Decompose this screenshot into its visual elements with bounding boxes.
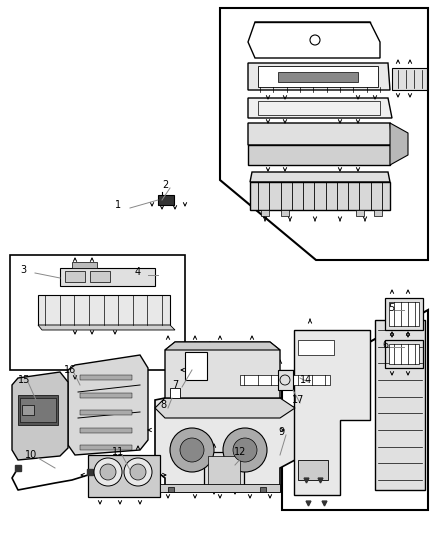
Polygon shape xyxy=(165,342,280,398)
Bar xyxy=(260,487,266,492)
Polygon shape xyxy=(248,98,392,118)
Text: 1: 1 xyxy=(115,200,121,210)
Bar xyxy=(80,375,132,380)
Bar xyxy=(80,445,132,450)
Polygon shape xyxy=(165,342,280,350)
Bar xyxy=(204,452,244,488)
Bar xyxy=(72,262,97,268)
Text: 15: 15 xyxy=(18,375,30,385)
Polygon shape xyxy=(248,123,392,145)
Bar xyxy=(80,392,132,398)
Bar xyxy=(88,455,160,497)
Bar xyxy=(389,344,419,364)
Circle shape xyxy=(100,464,116,480)
Bar xyxy=(240,375,330,385)
Text: 6: 6 xyxy=(382,340,388,350)
Polygon shape xyxy=(68,355,148,455)
Text: 11: 11 xyxy=(112,447,124,457)
Text: 16: 16 xyxy=(64,365,76,375)
Text: 9: 9 xyxy=(278,427,284,437)
Text: 2: 2 xyxy=(162,180,168,190)
Bar xyxy=(158,195,174,205)
Text: 12: 12 xyxy=(234,447,246,457)
Text: 4: 4 xyxy=(135,267,141,277)
Polygon shape xyxy=(250,172,390,182)
Polygon shape xyxy=(390,123,408,165)
Circle shape xyxy=(223,428,267,472)
Bar xyxy=(235,370,335,388)
Bar xyxy=(18,395,58,425)
Text: 8: 8 xyxy=(160,400,166,410)
Text: 7: 7 xyxy=(172,380,178,390)
Polygon shape xyxy=(248,22,380,58)
Polygon shape xyxy=(38,325,175,330)
Polygon shape xyxy=(248,63,390,90)
Bar xyxy=(298,340,334,355)
Bar xyxy=(20,398,56,422)
Circle shape xyxy=(124,458,152,486)
Polygon shape xyxy=(294,330,370,495)
Polygon shape xyxy=(155,398,295,492)
Bar xyxy=(392,68,427,90)
Bar xyxy=(10,255,185,370)
Text: 3: 3 xyxy=(20,265,26,275)
Circle shape xyxy=(170,428,214,472)
Bar xyxy=(208,456,240,484)
Polygon shape xyxy=(335,370,345,392)
Bar xyxy=(385,340,423,368)
Circle shape xyxy=(130,464,146,480)
Circle shape xyxy=(233,438,257,462)
Text: 14: 14 xyxy=(300,375,312,385)
Polygon shape xyxy=(282,310,428,510)
Bar xyxy=(389,302,419,326)
Polygon shape xyxy=(155,398,295,418)
Text: 10: 10 xyxy=(25,450,37,460)
Bar xyxy=(385,298,423,330)
Bar xyxy=(278,370,293,390)
Bar xyxy=(60,268,155,286)
Polygon shape xyxy=(250,182,390,210)
Bar xyxy=(170,388,180,398)
Bar xyxy=(65,271,85,282)
Bar xyxy=(22,405,34,415)
Circle shape xyxy=(94,458,122,486)
Text: 17: 17 xyxy=(292,395,304,405)
Bar xyxy=(90,271,110,282)
Bar xyxy=(160,484,280,492)
Circle shape xyxy=(180,438,204,462)
Bar xyxy=(356,210,364,216)
Bar xyxy=(185,352,207,380)
Bar xyxy=(168,487,174,492)
Bar xyxy=(374,210,382,216)
Bar xyxy=(38,295,170,325)
Polygon shape xyxy=(258,66,378,87)
Bar xyxy=(261,210,269,216)
Text: 5: 5 xyxy=(388,303,394,313)
Bar xyxy=(278,72,358,82)
Polygon shape xyxy=(12,372,68,460)
Bar xyxy=(80,427,132,432)
Polygon shape xyxy=(248,145,390,165)
Bar xyxy=(258,101,380,115)
Polygon shape xyxy=(220,8,428,260)
Bar xyxy=(281,210,289,216)
Polygon shape xyxy=(375,320,425,490)
Bar xyxy=(80,410,132,415)
Bar xyxy=(298,460,328,480)
